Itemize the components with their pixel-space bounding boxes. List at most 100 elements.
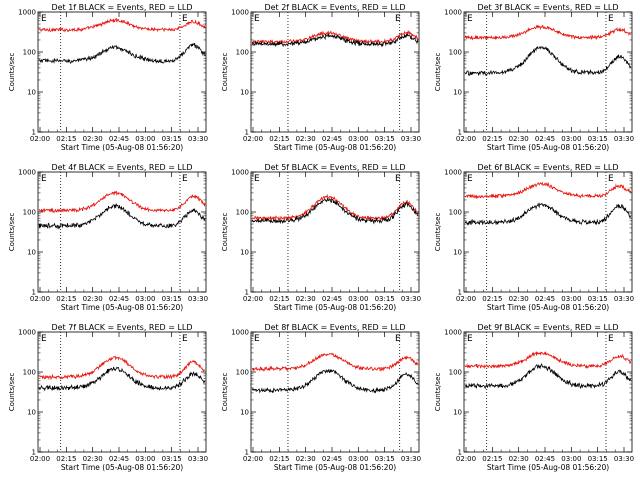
x-tick-label: 03:15 — [375, 295, 395, 303]
y-tick-label: 1 — [458, 129, 462, 137]
x-axis-label: Start Time (05-Aug-08 01:56:20) — [274, 303, 396, 312]
x-tick-label: 02:30 — [296, 135, 316, 143]
x-tick-label: 02:15 — [482, 135, 502, 143]
x-tick-label: 02:00 — [243, 295, 263, 303]
panel-det-6: Det 6f BLACK = Events, RED = LLD 1 10 100 10… — [434, 163, 634, 312]
x-tick-label: 02:45 — [109, 455, 129, 463]
lld-series-line — [464, 350, 632, 369]
x-tick-label: 03:30 — [401, 135, 421, 143]
events-series-line — [251, 368, 419, 394]
marker-label: E — [467, 334, 473, 344]
x-tick-label: 02:45 — [322, 135, 342, 143]
panel-det-9: Det 9f BLACK = Events, RED = LLD 1 10 100 10… — [434, 323, 634, 472]
y-tick-label: 1000 — [444, 169, 462, 177]
panel-det-2: Det 2f BLACK = Events, RED = LLD 1 10 100 10… — [221, 3, 421, 152]
y-tick-label: 1 — [245, 289, 249, 297]
lld-series-line — [464, 24, 631, 41]
y-axis-label: Counts/sec — [221, 213, 229, 252]
marker-label: E — [608, 14, 614, 24]
y-tick-label: 10 — [240, 89, 249, 97]
y-tick-label: 10 — [27, 409, 36, 417]
panel-title: Det 6f BLACK = Events, RED = LLD — [477, 163, 618, 172]
marker-label: E — [395, 174, 401, 184]
x-tick-label: 03:15 — [375, 135, 395, 143]
y-axis-label: Counts/sec — [8, 373, 16, 412]
y-tick-label: 100 — [236, 369, 249, 377]
marker-label: E — [467, 14, 473, 24]
x-tick-label: 02:30 — [83, 295, 103, 303]
events-series-line — [464, 202, 632, 226]
panel-title: Det 2f BLACK = Events, RED = LLD — [264, 3, 405, 12]
x-tick-label: 02:00 — [243, 455, 263, 463]
plot-frame — [463, 171, 633, 293]
y-tick-label: 10 — [453, 249, 462, 257]
marker-label: E — [254, 174, 260, 184]
x-tick-label: 02:30 — [83, 455, 103, 463]
y-tick-label: 100 — [449, 209, 462, 217]
x-tick-label: 02:45 — [535, 295, 555, 303]
x-tick-label: 03:00 — [348, 295, 368, 303]
y-tick-label: 10 — [453, 409, 462, 417]
marker-label: E — [182, 334, 188, 344]
plot-frame — [37, 171, 207, 293]
x-tick-label: 03:30 — [188, 295, 208, 303]
x-tick-label: 02:00 — [456, 455, 476, 463]
lld-series-line — [38, 17, 206, 33]
x-tick-label: 03:30 — [614, 135, 634, 143]
lld-series-line — [464, 181, 632, 200]
x-tick-label: 02:00 — [456, 295, 476, 303]
x-tick-label: 02:15 — [56, 135, 76, 143]
x-axis-label: Start Time (05-Aug-08 01:56:20) — [274, 463, 396, 472]
y-axis-label: Counts/sec — [8, 53, 16, 92]
x-tick-label: 02:00 — [456, 135, 476, 143]
x-axis-label: Start Time (05-Aug-08 01:56:20) — [274, 143, 396, 152]
x-tick-label: 03:00 — [135, 455, 155, 463]
x-tick-label: 02:15 — [269, 295, 289, 303]
x-tick-label: 02:00 — [30, 455, 50, 463]
panel-title: Det 8f BLACK = Events, RED = LLD — [264, 323, 405, 332]
y-tick-label: 100 — [236, 209, 249, 217]
marker-label: E — [41, 174, 47, 184]
panel-det-8: Det 8f BLACK = Events, RED = LLD 1 10 100 10… — [221, 323, 421, 472]
plot-frame — [250, 331, 420, 453]
y-tick-label: 100 — [23, 49, 36, 57]
panel-title: Det 3f BLACK = Events, RED = LLD — [477, 3, 618, 12]
marker-label: E — [254, 334, 260, 344]
x-tick-label: 02:00 — [30, 135, 50, 143]
plot-frame — [37, 331, 207, 453]
x-tick-label: 03:30 — [614, 455, 634, 463]
x-tick-label: 02:30 — [509, 455, 529, 463]
events-series-line — [38, 366, 206, 392]
x-tick-label: 02:15 — [269, 455, 289, 463]
events-series-line — [464, 362, 632, 390]
plot-frame — [37, 11, 207, 133]
marker-label: E — [41, 334, 47, 344]
y-tick-label: 1 — [245, 129, 249, 137]
x-tick-label: 03:15 — [162, 455, 182, 463]
x-tick-label: 02:15 — [269, 135, 289, 143]
lld-series-line — [251, 352, 419, 372]
x-tick-label: 02:00 — [243, 135, 263, 143]
y-tick-label: 100 — [449, 369, 462, 377]
y-tick-label: 1000 — [231, 329, 249, 337]
x-tick-label: 02:15 — [56, 455, 76, 463]
x-axis-label: Start Time (05-Aug-08 01:56:20) — [61, 143, 183, 152]
x-tick-label: 03:00 — [348, 135, 368, 143]
x-tick-label: 03:00 — [561, 455, 581, 463]
x-tick-label: 02:15 — [56, 295, 76, 303]
plot-frame — [250, 171, 420, 293]
x-tick-label: 03:00 — [348, 455, 368, 463]
y-axis-label: Counts/sec — [434, 373, 442, 412]
y-tick-label: 1 — [458, 449, 462, 457]
y-tick-label: 10 — [27, 249, 36, 257]
marker-label: E — [254, 14, 260, 24]
x-tick-label: 03:15 — [375, 455, 395, 463]
x-tick-label: 02:30 — [296, 295, 316, 303]
y-axis-label: Counts/sec — [434, 213, 442, 252]
y-tick-label: 1000 — [231, 9, 249, 17]
y-tick-label: 10 — [240, 409, 249, 417]
x-tick-label: 02:45 — [109, 135, 129, 143]
events-series-line — [464, 45, 632, 77]
panel-title: Det 9f BLACK = Events, RED = LLD — [477, 323, 618, 332]
y-axis-label: Counts/sec — [434, 53, 442, 92]
